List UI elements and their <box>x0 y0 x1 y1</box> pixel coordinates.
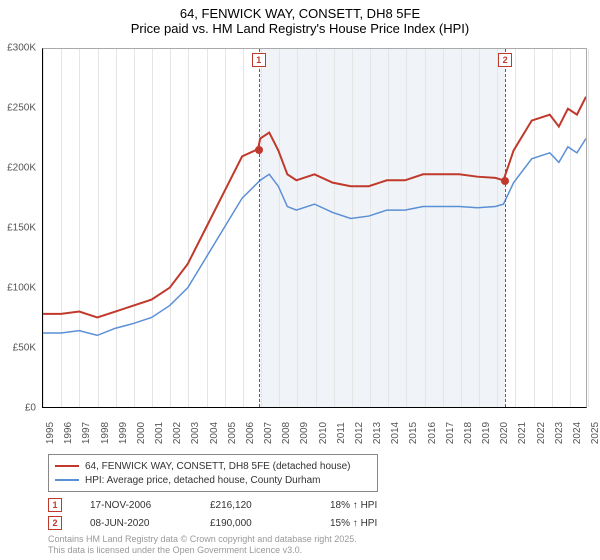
x-tick-label: 2025 <box>590 422 600 444</box>
x-tick-label: 2002 <box>172 422 183 444</box>
x-tick-label: 2000 <box>136 422 147 444</box>
title-block: 64, FENWICK WAY, CONSETT, DH8 5FE Price … <box>0 0 600 40</box>
y-tick-label: £200K <box>7 163 36 174</box>
x-tick-label: 2020 <box>499 422 510 444</box>
title-address: 64, FENWICK WAY, CONSETT, DH8 5FE <box>0 6 600 21</box>
y-tick-label: £250K <box>7 103 36 114</box>
x-tick-label: 2010 <box>318 422 329 444</box>
sale-dot-2 <box>501 177 509 185</box>
x-axis-labels: 1995 1996 1997 1998 1999 2000 2001 2002 2003 2004… <box>42 410 587 454</box>
x-tick-label: 2005 <box>227 422 238 444</box>
x-tick-label: 1996 <box>63 422 74 444</box>
x-tick-label: 2006 <box>245 422 256 444</box>
chart-container: 64, FENWICK WAY, CONSETT, DH8 5FE Price … <box>0 0 600 560</box>
sales-row: 1 17-NOV-2006£216,12018% ↑ HPI <box>48 496 450 514</box>
title-subtitle: Price paid vs. HM Land Registry's House … <box>0 21 600 36</box>
sales-table: 1 17-NOV-2006£216,12018% ↑ HPI 2 08-JUN-202… <box>48 496 450 532</box>
x-tick-label: 1995 <box>45 422 56 444</box>
y-tick-label: £150K <box>7 223 36 234</box>
sales-row: 2 08-JUN-2020£190,00015% ↑ HPI <box>48 514 450 532</box>
legend-label: HPI: Average price, detached house, Coun… <box>85 475 321 486</box>
x-tick-label: 1999 <box>118 422 129 444</box>
x-tick-label: 2004 <box>209 422 220 444</box>
x-tick-label: 2009 <box>299 422 310 444</box>
x-tick-label: 2014 <box>390 422 401 444</box>
x-tick-label: 2022 <box>536 422 547 444</box>
legend-swatch <box>55 479 79 481</box>
x-tick-label: 2023 <box>554 422 565 444</box>
chart-plot-area: 12 <box>42 48 587 408</box>
attribution-line2: This data is licensed under the Open Gov… <box>48 545 357 556</box>
sales-hpi-diff: 15% ↑ HPI <box>330 518 450 529</box>
legend-swatch <box>55 465 79 467</box>
sales-price: £216,120 <box>210 500 330 511</box>
attribution-line1: Contains HM Land Registry data © Crown c… <box>48 534 357 545</box>
legend-item: HPI: Average price, detached house, Coun… <box>55 473 371 487</box>
x-tick-label: 2018 <box>463 422 474 444</box>
legend-label: 64, FENWICK WAY, CONSETT, DH8 5FE (detac… <box>85 461 350 472</box>
x-tick-label: 2008 <box>281 422 292 444</box>
y-tick-label: £100K <box>7 283 36 294</box>
x-tick-label: 2013 <box>372 422 383 444</box>
x-tick-label: 1998 <box>100 422 111 444</box>
sales-row-marker: 1 <box>48 498 62 512</box>
sale-dashline-1 <box>259 49 260 407</box>
x-tick-label: 2003 <box>190 422 201 444</box>
legend: 64, FENWICK WAY, CONSETT, DH8 5FE (detac… <box>48 454 378 492</box>
sale-dashline-2 <box>505 49 506 407</box>
y-tick-label: £0 <box>25 403 36 414</box>
x-tick-label: 2016 <box>427 422 438 444</box>
y-tick-label: £50K <box>13 343 36 354</box>
sales-price: £190,000 <box>210 518 330 529</box>
sale-marker-1: 1 <box>252 53 266 67</box>
x-tick-label: 2017 <box>445 422 456 444</box>
x-tick-label: 2011 <box>336 422 347 444</box>
x-tick-label: 2007 <box>263 422 274 444</box>
sales-hpi-diff: 18% ↑ HPI <box>330 500 450 511</box>
y-axis-labels: £0£50K£100K£150K£200K£250K£300K <box>0 48 40 408</box>
x-tick-label: 2001 <box>154 422 165 444</box>
sales-date: 08-JUN-2020 <box>90 518 210 529</box>
sale-marker-2: 2 <box>498 53 512 67</box>
x-tick-label: 2015 <box>408 422 419 444</box>
sales-row-marker: 2 <box>48 516 62 530</box>
gridline-vertical <box>588 49 589 407</box>
x-tick-label: 2024 <box>572 422 583 444</box>
sales-date: 17-NOV-2006 <box>90 500 210 511</box>
x-tick-label: 2012 <box>354 422 365 444</box>
x-tick-label: 2021 <box>517 422 528 444</box>
attribution: Contains HM Land Registry data © Crown c… <box>48 534 357 556</box>
x-tick-label: 2019 <box>481 422 492 444</box>
sale-dot-1 <box>255 146 263 154</box>
legend-item: 64, FENWICK WAY, CONSETT, DH8 5FE (detac… <box>55 459 371 473</box>
x-tick-label: 1997 <box>81 422 92 444</box>
y-tick-label: £300K <box>7 43 36 54</box>
